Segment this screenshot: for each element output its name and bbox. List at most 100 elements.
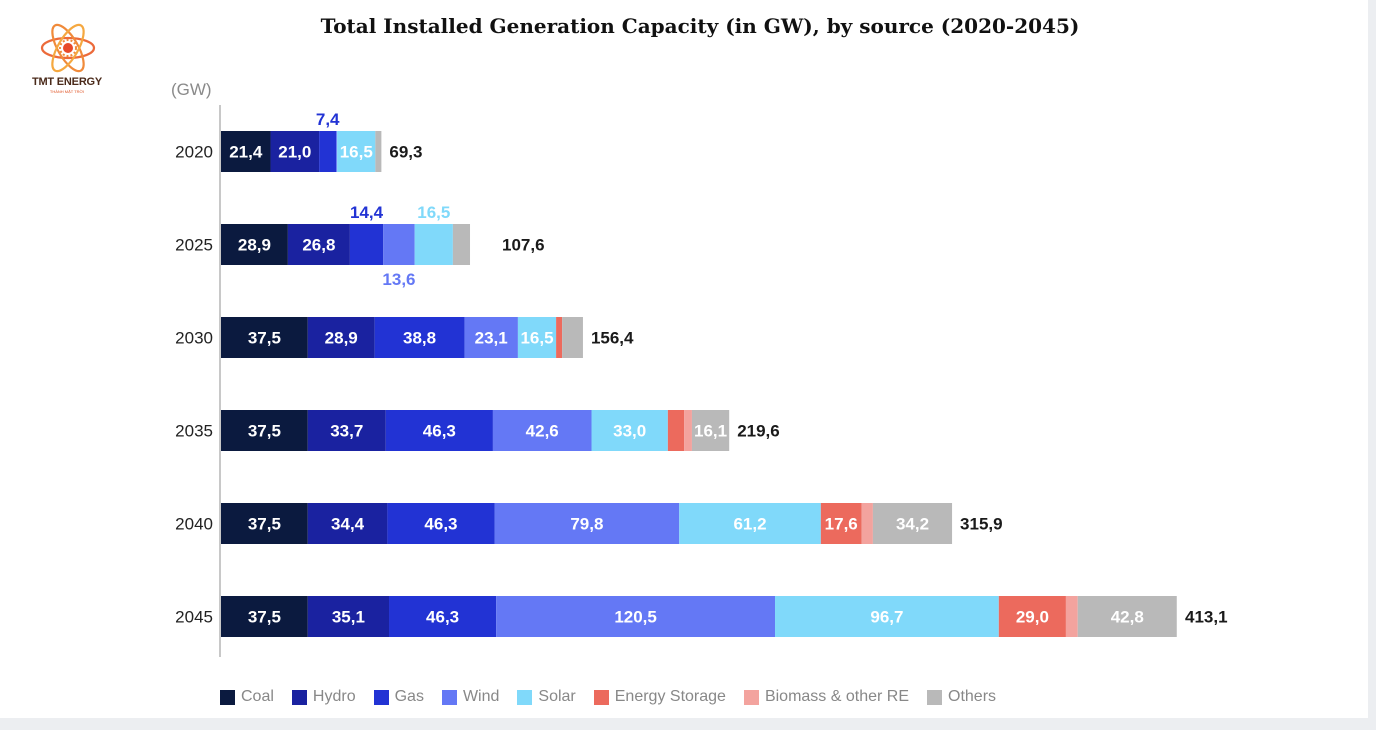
unit-label: (GW) bbox=[171, 80, 212, 99]
bar-segment-others bbox=[562, 317, 583, 358]
bar-segment-coal bbox=[221, 224, 288, 265]
bar-segment-hydro bbox=[307, 503, 388, 544]
bar-segment-hydro bbox=[307, 410, 386, 451]
data-label: 37,5 bbox=[248, 608, 281, 627]
data-label: 23,1 bbox=[475, 329, 508, 348]
data-label: 29,0 bbox=[1016, 608, 1049, 627]
data-label: 46,3 bbox=[423, 422, 456, 441]
legend-label: Hydro bbox=[312, 688, 356, 705]
bar-segment-energy-storage bbox=[667, 410, 685, 451]
bar-segment-coal bbox=[221, 503, 308, 544]
bar-segment-gas bbox=[374, 317, 465, 358]
data-label: 17,6 bbox=[825, 515, 858, 534]
data-label: 37,5 bbox=[248, 329, 281, 348]
total-label: 413,1 bbox=[1185, 608, 1228, 627]
bottom-border bbox=[0, 718, 1376, 730]
data-label: 46,3 bbox=[424, 515, 457, 534]
logo-atom-icon bbox=[40, 23, 96, 73]
year-tick-label: 2045 bbox=[175, 608, 213, 627]
logo-tagline: THÀNH MẶT TRỜI bbox=[49, 89, 85, 94]
data-label: 16,1 bbox=[694, 422, 727, 441]
data-label: 21,4 bbox=[229, 143, 263, 162]
data-label: 42,8 bbox=[1111, 608, 1144, 627]
bar-segment-others bbox=[691, 410, 730, 451]
bar-segment-hydro bbox=[307, 596, 390, 637]
bar-segment-gas bbox=[385, 410, 493, 451]
bar-segment-solar bbox=[337, 131, 376, 172]
bar-segment-gas bbox=[389, 596, 497, 637]
legend-item[interactable]: Hydro bbox=[291, 688, 356, 706]
legend-item[interactable]: Coal bbox=[220, 688, 274, 706]
bar-segment-energy-storage bbox=[556, 317, 563, 358]
bar-segment-solar bbox=[517, 317, 557, 358]
legend-swatch bbox=[517, 689, 533, 705]
total-label: 107,6 bbox=[502, 236, 545, 255]
legend-item[interactable]: Biomass & other RE bbox=[743, 688, 909, 706]
bar-segment-solar bbox=[414, 224, 453, 265]
bar-segment-gas bbox=[387, 503, 495, 544]
bar-segment-wind bbox=[494, 503, 680, 544]
legend-label: Biomass & other RE bbox=[764, 688, 909, 705]
scrollbar[interactable] bbox=[1368, 0, 1376, 730]
bar-segment-biomass-other-re bbox=[684, 410, 692, 451]
logo-name: TMT ENERGY bbox=[31, 76, 103, 88]
data-label: 16,5 bbox=[520, 329, 553, 348]
data-label: 42,6 bbox=[526, 422, 559, 441]
year-tick-label: 2020 bbox=[175, 143, 213, 162]
bar-segment-gas bbox=[349, 224, 384, 265]
data-label: 21,0 bbox=[278, 143, 311, 162]
bar-segment-energy-storage bbox=[998, 596, 1066, 637]
legend-label: Others bbox=[948, 688, 997, 705]
bar-segment-biomass-other-re bbox=[861, 503, 873, 544]
data-label: 16,5 bbox=[340, 143, 373, 162]
bar-segment-coal bbox=[221, 317, 308, 358]
data-label: 7,4 bbox=[316, 110, 340, 129]
bar-segment-hydro bbox=[270, 131, 320, 172]
year-tick-label: 2030 bbox=[175, 329, 213, 348]
bar-segment-wind bbox=[336, 131, 338, 172]
legend-item[interactable]: Wind bbox=[441, 688, 499, 706]
bar-segment-others bbox=[872, 503, 953, 544]
bar-segment-solar bbox=[591, 410, 668, 451]
legend-swatch bbox=[441, 689, 457, 705]
data-label: 26,8 bbox=[302, 236, 335, 255]
year-tick-label: 2040 bbox=[175, 515, 213, 534]
data-label: 96,7 bbox=[870, 608, 903, 627]
legend-item[interactable]: Solar bbox=[517, 688, 576, 706]
legend-swatch bbox=[927, 689, 942, 705]
total-label: 219,6 bbox=[737, 422, 780, 441]
data-label: 33,0 bbox=[613, 422, 646, 441]
bar-segment-hydro bbox=[287, 224, 350, 265]
legend-label: Energy Storage bbox=[614, 688, 726, 705]
total-label: 156,4 bbox=[591, 329, 634, 348]
data-label: 28,9 bbox=[238, 236, 271, 255]
data-label: 120,5 bbox=[614, 608, 657, 627]
bar-segment-biomass-other-re bbox=[1065, 596, 1078, 637]
bar-segment-wind bbox=[464, 317, 518, 358]
data-label: 61,2 bbox=[733, 515, 766, 534]
legend-label: Coal bbox=[241, 688, 274, 705]
bar-segment-coal bbox=[221, 410, 308, 451]
legend-swatch bbox=[291, 689, 307, 705]
legend-label: Gas bbox=[394, 688, 424, 705]
data-label: 38,8 bbox=[403, 329, 436, 348]
legend-item[interactable]: Energy Storage bbox=[593, 688, 726, 706]
legend-swatch bbox=[593, 689, 609, 705]
bar-segment-others bbox=[452, 224, 471, 265]
legend-item[interactable]: Others bbox=[927, 688, 996, 706]
bar-segment-coal bbox=[221, 131, 271, 172]
bar-segment-wind bbox=[496, 596, 776, 637]
bar-segment-others bbox=[375, 131, 382, 172]
bar-segment-wind bbox=[492, 410, 592, 451]
legend-label: Solar bbox=[538, 688, 576, 705]
legend-item[interactable]: Gas bbox=[373, 688, 424, 706]
bar-segment-wind bbox=[383, 224, 415, 265]
data-label: 46,3 bbox=[426, 608, 459, 627]
year-tick-label: 2025 bbox=[175, 236, 213, 255]
bar-segment-energy-storage bbox=[820, 503, 862, 544]
data-label: 16,5 bbox=[417, 203, 450, 222]
data-label: 37,5 bbox=[248, 422, 281, 441]
legend-swatch bbox=[373, 689, 389, 705]
data-label: 28,9 bbox=[325, 329, 358, 348]
data-label: 37,5 bbox=[248, 515, 281, 534]
